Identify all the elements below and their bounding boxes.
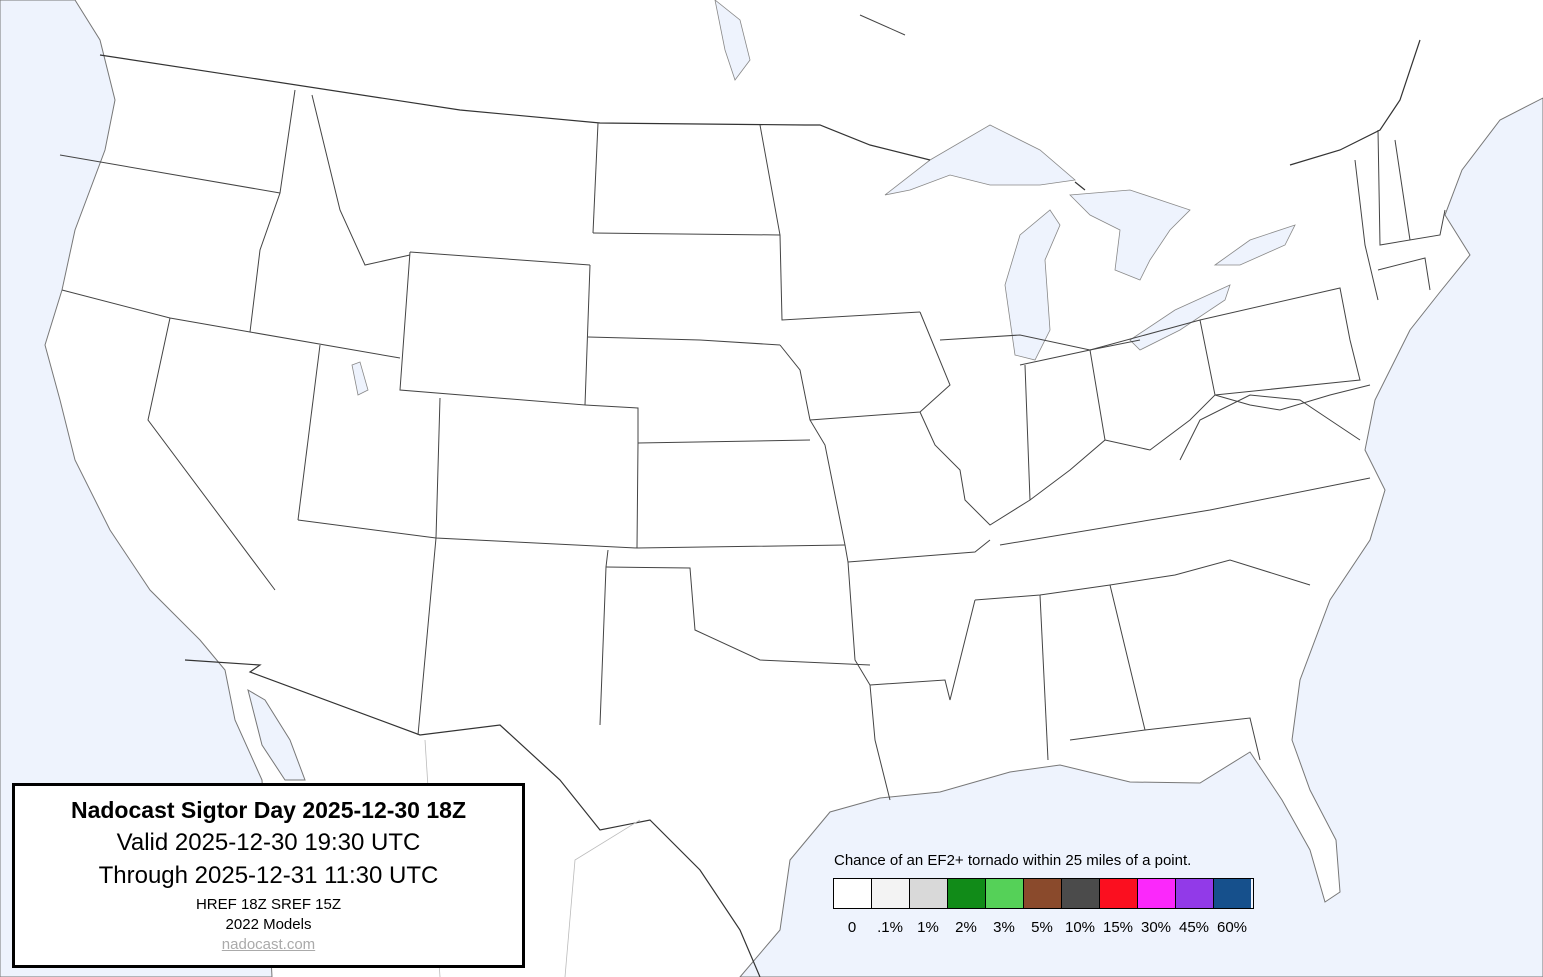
model-runs: HREF 18Z SREF 15Z [195, 896, 342, 913]
legend-label: 15% [1102, 919, 1134, 936]
legend-label: 2% [955, 919, 977, 936]
legend-swatch [948, 879, 986, 908]
lake-huron [1069, 189, 1191, 281]
legend-swatch [1176, 879, 1214, 908]
lake-winnipeg [714, 0, 751, 81]
through-time: Through 2025-12-31 11:30 UTC [98, 862, 439, 889]
lake-michigan [1004, 209, 1061, 361]
great-salt-lake [351, 361, 369, 396]
gulf-of-california [247, 688, 306, 781]
model-version: 2022 Models [225, 916, 312, 933]
gulf-and-atlantic [739, 97, 1543, 977]
lake-superior [884, 124, 1076, 196]
legend-label: 10% [1064, 919, 1096, 936]
state-borders [59, 14, 1446, 977]
valid-time: Valid 2025-12-30 19:30 UTC [116, 829, 421, 856]
legend-label: 0 [847, 919, 857, 936]
us-mexico-border [184, 659, 761, 977]
legend-swatches [833, 878, 1254, 909]
pacific-ocean [0, 0, 273, 977]
forecast-info-box: Nadocast Sigtor Day 2025-12-30 18Z Valid… [12, 783, 525, 968]
forecast-title: Nadocast Sigtor Day 2025-12-30 18Z [70, 797, 466, 823]
legend-label: .1% [877, 919, 903, 936]
legend-swatch [872, 879, 910, 908]
legend-label: 3% [993, 919, 1015, 936]
legend-labels: 0 .1% 1% 2% 3% 5% 10% 15% 30% 45% 60% [833, 919, 1254, 936]
legend-swatch [1138, 879, 1176, 908]
legend-caption: Chance of an EF2+ tornado within 25 mile… [834, 852, 1192, 869]
legend-swatch [986, 879, 1024, 908]
legend-label: 1% [917, 919, 939, 936]
legend-swatch [1024, 879, 1062, 908]
legend-label: 5% [1031, 919, 1053, 936]
lake-erie [1129, 284, 1231, 351]
legend-label: 45% [1178, 919, 1210, 936]
us-canada-border [99, 39, 1421, 191]
legend-label: 60% [1216, 919, 1248, 936]
legend-label: 30% [1140, 919, 1172, 936]
legend-swatch [1100, 879, 1138, 908]
legend-swatch [834, 879, 872, 908]
probability-legend: Chance of an EF2+ tornado within 25 mile… [833, 852, 1254, 936]
legend-swatch [910, 879, 948, 908]
lake-ontario [1213, 224, 1296, 266]
legend-swatch [1062, 879, 1100, 908]
legend-swatch [1214, 879, 1251, 908]
nadocast-link[interactable]: nadocast.com [221, 936, 316, 953]
